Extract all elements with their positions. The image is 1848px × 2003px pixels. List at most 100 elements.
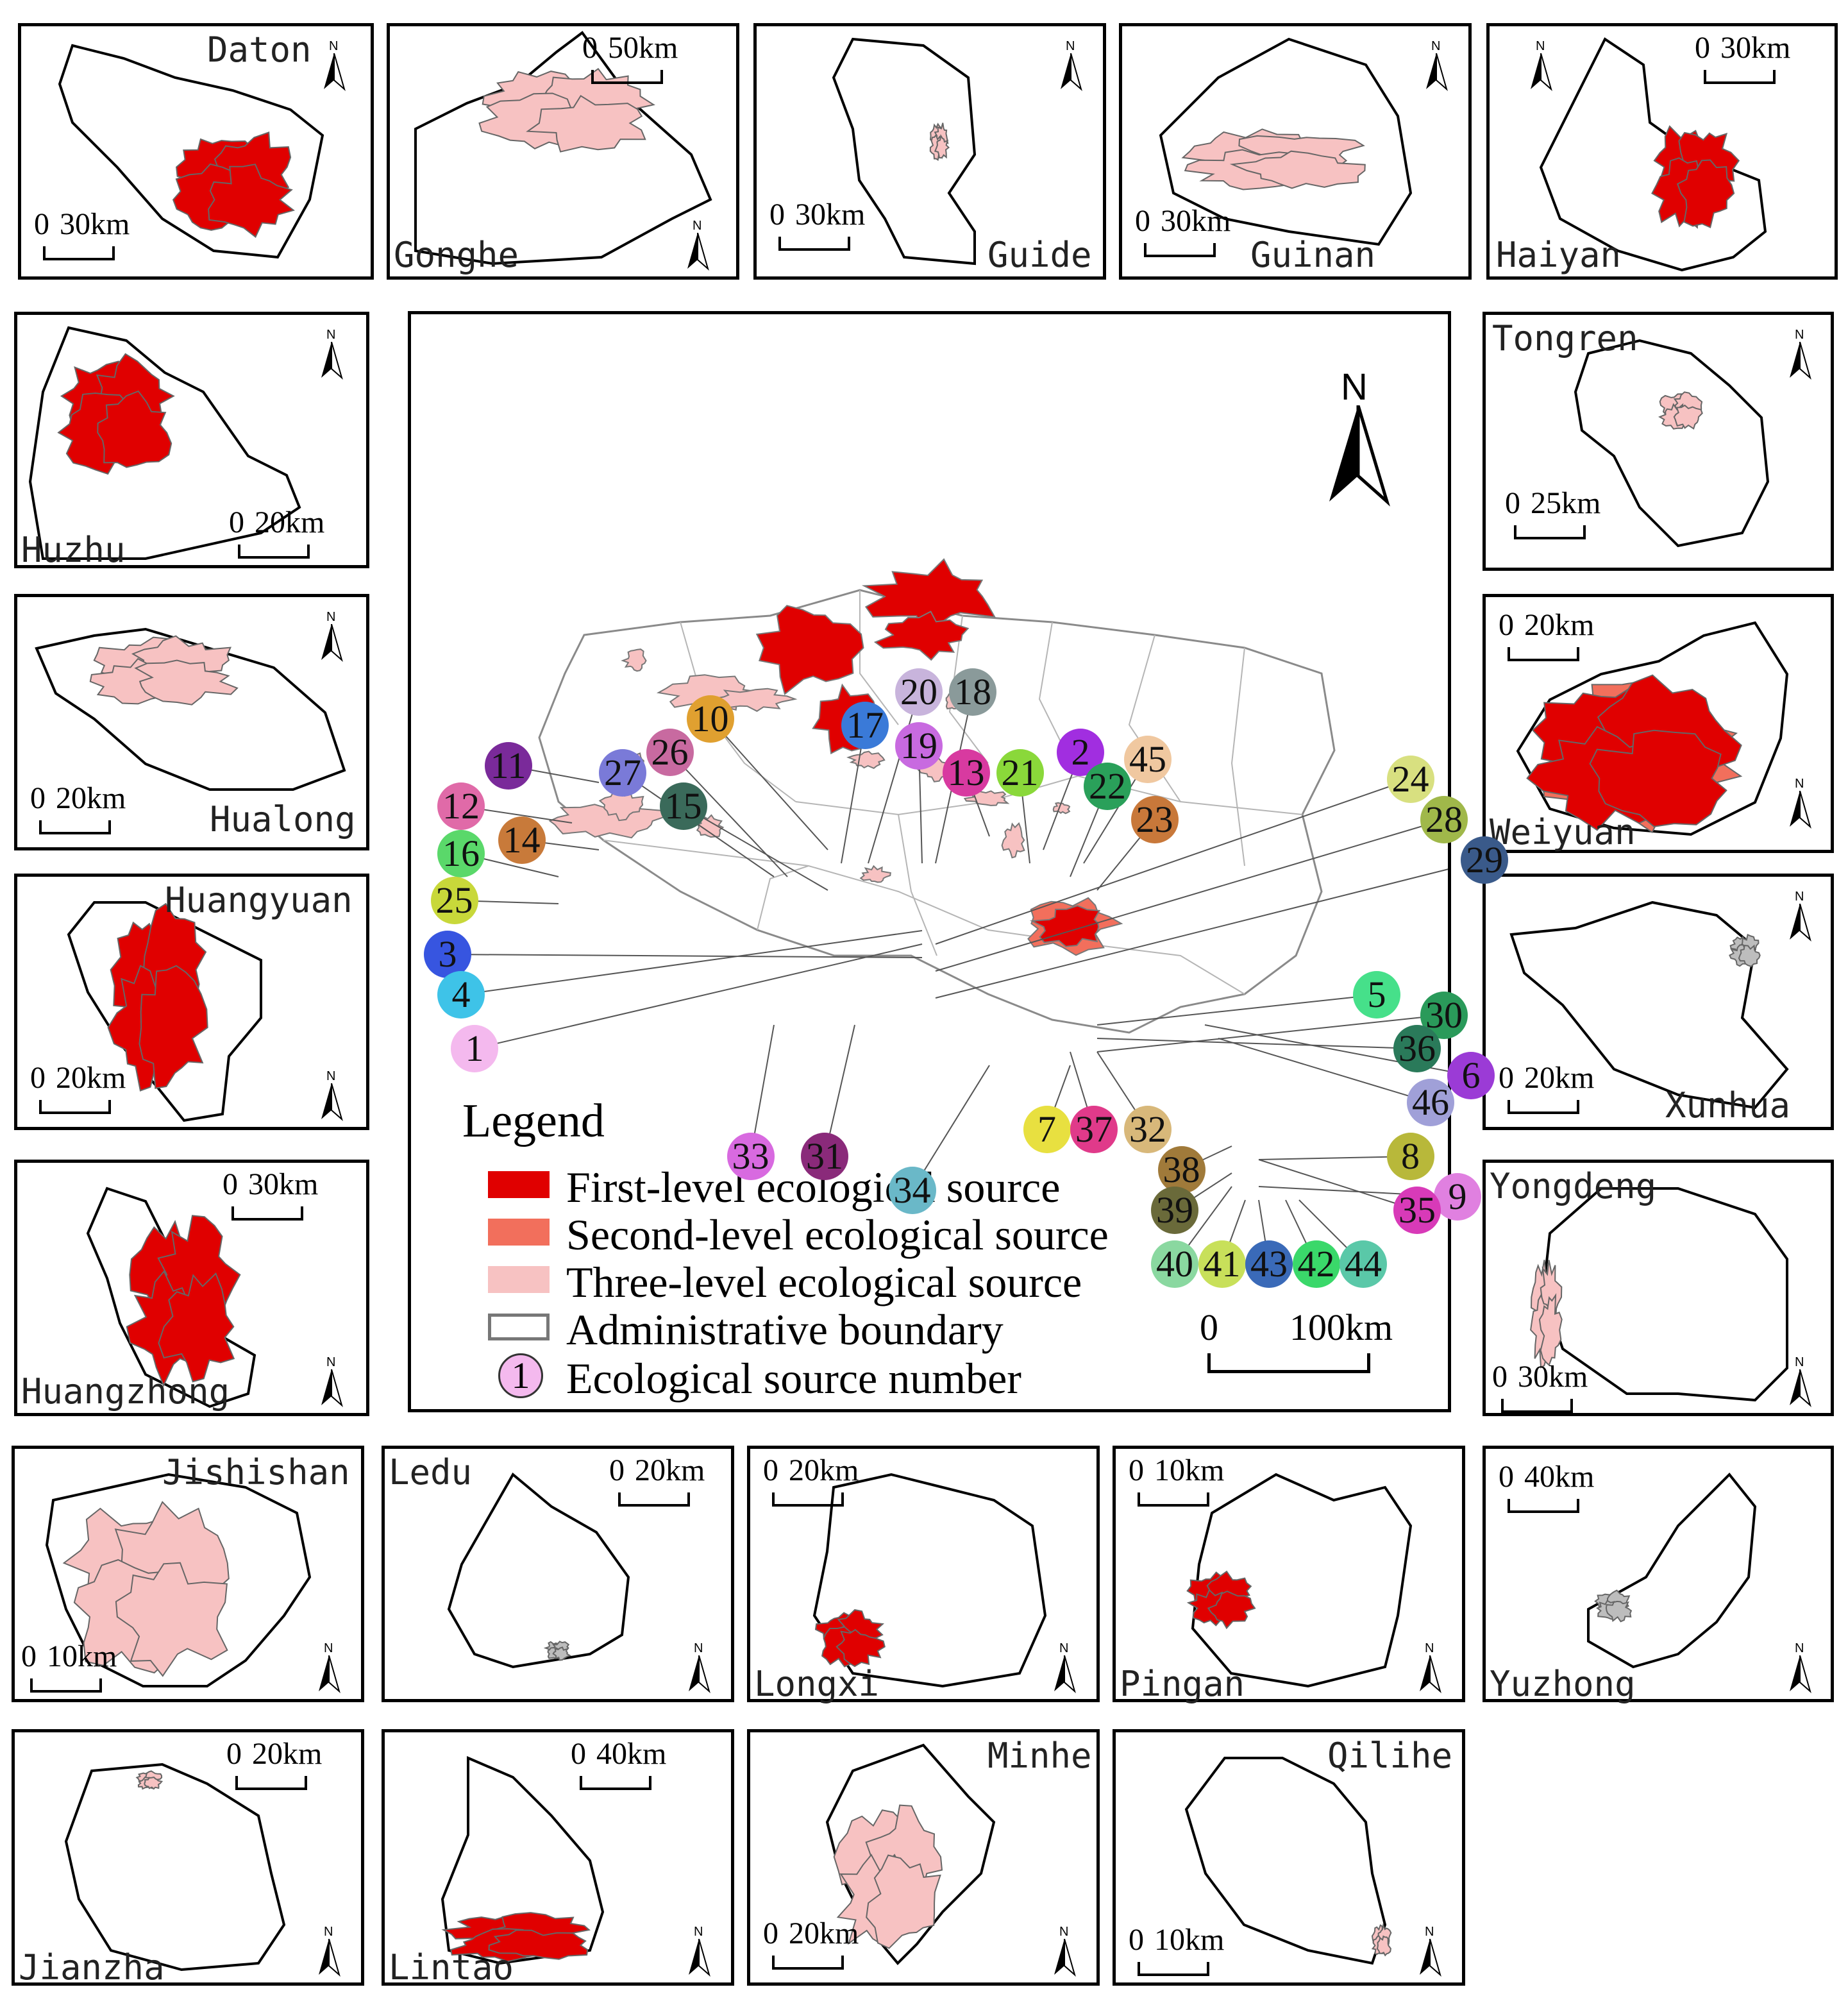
- north-label: N: [1795, 328, 1804, 342]
- source-number-marker: 46: [1407, 1079, 1454, 1126]
- north-arrow: N: [319, 1069, 347, 1127]
- county-outline: [58, 44, 324, 259]
- scale-bar-line: [1704, 70, 1776, 84]
- admin-boundary-line: [948, 615, 989, 764]
- county-panel-jianzha: Jianzha 0 20km N: [12, 1729, 364, 1986]
- ecological-source-patch: [755, 605, 864, 695]
- county-panel-minhe: Minhe 0 20km N: [747, 1729, 1100, 1986]
- ecological-source-patches: [1729, 934, 1761, 967]
- scale-zero: 0: [1499, 608, 1514, 642]
- county-scale-bar: 0 30km: [769, 199, 865, 251]
- county-outline: [1509, 900, 1789, 1110]
- north-label: N: [694, 1641, 703, 1655]
- north-label: N: [694, 1925, 703, 1939]
- county-name: Daton: [207, 30, 312, 70]
- scale-distance: 20km: [56, 1061, 126, 1095]
- scale-distance: 30km: [795, 198, 866, 232]
- leader-line: [1258, 1156, 1411, 1160]
- county-outline: [45, 1473, 312, 1687]
- county-name: Ledu: [389, 1452, 473, 1492]
- scale-distance: 30km: [1720, 31, 1791, 65]
- county-scale-bar: 0 30km: [1135, 206, 1231, 257]
- county-scale-bar: 0 20km: [30, 1063, 126, 1114]
- north-label: N: [1066, 39, 1075, 53]
- county-panel-gonghe: Gonghe 0 50km N: [387, 23, 739, 280]
- admin-boundary-line: [1231, 647, 1245, 866]
- source-number-marker: 10: [686, 695, 734, 743]
- scale-zero: 0: [763, 1916, 778, 1950]
- county-name: Huangzhong: [21, 1371, 230, 1412]
- county-name: Yongdeng: [1490, 1166, 1657, 1206]
- north-arrow-icon: [1790, 1655, 1811, 1693]
- scale-zero: 0: [1695, 31, 1710, 65]
- north-label: N: [324, 1925, 333, 1939]
- north-arrow-icon: [1420, 1655, 1441, 1693]
- scale-bar-line: [580, 1776, 651, 1790]
- source-number-marker: 21: [996, 748, 1044, 797]
- source-number-marker: 7: [1023, 1106, 1071, 1153]
- scale-bar-line: [30, 1678, 102, 1693]
- scale-zero: 0: [1505, 486, 1520, 520]
- county-scale-bar: 0 30km: [223, 1169, 318, 1221]
- admin-boundary-line: [1077, 942, 1245, 995]
- north-arrow: N: [1052, 1925, 1080, 1982]
- legend-swatch-second: [488, 1219, 550, 1246]
- ecological-source-patch: [859, 865, 891, 883]
- county-scale-bar: 0 20km: [609, 1455, 705, 1507]
- north-label: N: [1795, 1641, 1804, 1655]
- scale-zero: 0: [1200, 1306, 1218, 1348]
- leader-line: [1096, 1038, 1418, 1049]
- county-panel-tongren: Tongren 0 25km N: [1483, 312, 1834, 571]
- source-number-marker: 39: [1151, 1187, 1198, 1234]
- scale-distance: 30km: [60, 207, 130, 241]
- county-scale-bar: 0 20km: [30, 783, 126, 834]
- legend-label: Three-level ecological source: [566, 1258, 1082, 1306]
- scale-bar-line: [1508, 1499, 1579, 1513]
- county-outline: [1516, 621, 1789, 836]
- scale-bar-line: [1508, 1100, 1579, 1114]
- ecological-source-patches: [1371, 1923, 1392, 1957]
- ecological-source-patch: [621, 648, 647, 672]
- ecological-source-patches: [1530, 1260, 1563, 1369]
- source-number-marker: 34: [888, 1166, 936, 1214]
- scale-distance: 10km: [47, 1639, 117, 1673]
- scale-zero: 0: [582, 31, 598, 65]
- scale-bar-line: [1508, 647, 1579, 661]
- north-arrow: N: [1528, 39, 1556, 97]
- north-arrow: N: [319, 610, 347, 668]
- north-arrow-icon: [1061, 53, 1082, 91]
- scale-zero: 0: [1499, 1460, 1514, 1494]
- source-number-marker: 4: [437, 971, 485, 1018]
- north-arrow: N: [1052, 1641, 1080, 1699]
- county-panel-ledu: Ledu 0 20km N: [382, 1446, 734, 1702]
- north-arrow: N: [316, 1925, 344, 1982]
- scale-distance: 20km: [635, 1453, 705, 1487]
- county-outline: [1587, 1473, 1757, 1669]
- ecological-source-patch: [1001, 822, 1025, 859]
- source-number-marker: 23: [1130, 796, 1179, 843]
- legend-swatch-first: [488, 1171, 550, 1198]
- source-number-marker: 20: [895, 668, 943, 716]
- county-outline: [812, 1473, 1047, 1688]
- county-scale-bar: 0 20km: [763, 1916, 859, 1970]
- county-scale-bar: 0 10km: [21, 1641, 117, 1693]
- north-label: N: [1425, 1925, 1434, 1939]
- north-label: N: [326, 1069, 336, 1083]
- source-number-marker: 37: [1070, 1106, 1118, 1153]
- north-arrow: N: [1787, 1641, 1815, 1699]
- county-scale-bar: 0 20km: [1499, 1063, 1594, 1114]
- source-number-marker: 29: [1461, 836, 1508, 884]
- admin-boundary-line: [859, 590, 899, 725]
- county-name: Lintao: [389, 1947, 514, 1988]
- county-panel-longxi: Longxi 0 20km N: [747, 1446, 1100, 1702]
- county-scale-bar: 0 30km: [1492, 1362, 1588, 1413]
- scale-distance: 20km: [255, 505, 325, 539]
- north-arrow: N: [1058, 39, 1086, 97]
- source-number-marker: 17: [841, 702, 889, 749]
- source-number-marker: 35: [1393, 1187, 1441, 1234]
- source-number-marker: 6: [1447, 1052, 1495, 1099]
- leader-line: [709, 718, 828, 850]
- scale-zero: 0: [763, 1453, 778, 1487]
- leader-line: [1218, 1038, 1431, 1103]
- legend-label: Second-level ecological source: [566, 1210, 1109, 1259]
